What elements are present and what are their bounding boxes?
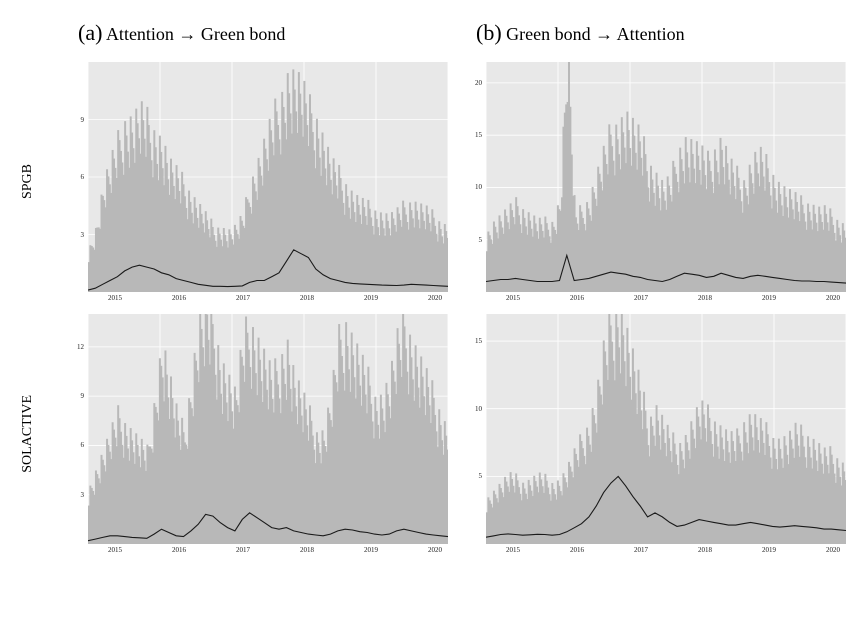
panel-b-solactive: 15 10 5 2015 2016 2017 2018 2019 2020 bbox=[466, 314, 846, 554]
x-tick-label: 2019 bbox=[762, 546, 776, 554]
plot-area bbox=[486, 314, 846, 544]
plot-area bbox=[88, 314, 448, 544]
x-tick-label: 2019 bbox=[364, 294, 378, 302]
y-tick-label: 15 bbox=[475, 131, 482, 139]
x-tick-label: 2015 bbox=[108, 546, 122, 554]
y-tick-label: 3 bbox=[81, 491, 85, 499]
x-tick-label: 2020 bbox=[826, 294, 840, 302]
y-axis-labels: 12 9 6 3 bbox=[68, 314, 86, 540]
y-tick-label: 10 bbox=[475, 405, 482, 413]
x-axis-labels: 2015 2016 2017 2018 2019 2020 bbox=[88, 544, 448, 554]
y-tick-label: 5 bbox=[479, 236, 483, 244]
x-tick-label: 2015 bbox=[506, 546, 520, 554]
x-tick-label: 2016 bbox=[172, 294, 186, 302]
y-axis-labels: 9 6 3 bbox=[68, 62, 86, 288]
panel-b-spgb: 2015105201520162017201820192020 bbox=[466, 62, 846, 302]
y-tick-label: 15 bbox=[475, 337, 482, 345]
x-tick-label: 2015 bbox=[108, 294, 122, 302]
chart-svg bbox=[486, 314, 846, 544]
y-tick-label: 9 bbox=[81, 116, 85, 124]
x-tick-label: 2020 bbox=[428, 546, 442, 554]
panel-letter-a: (a) bbox=[78, 20, 102, 45]
x-tick-label: 2017 bbox=[236, 294, 250, 302]
panel-grid: (a) Attention → Green bond (b) Green bon… bbox=[20, 20, 839, 554]
panel-letter-b: (b) bbox=[476, 20, 502, 45]
x-tick-label: 2018 bbox=[300, 294, 314, 302]
chart-svg bbox=[88, 62, 448, 292]
y-tick-label: 3 bbox=[81, 231, 85, 239]
row-label-spgb: SPGB bbox=[20, 164, 50, 199]
x-tick-label: 2018 bbox=[698, 294, 712, 302]
y-tick-label: 9 bbox=[81, 392, 85, 400]
x-axis-labels: 2015 2016 2017 2018 2019 2020 bbox=[486, 544, 846, 554]
x-tick-label: 2019 bbox=[364, 546, 378, 554]
plot-area bbox=[88, 62, 448, 292]
x-axis-labels: 2015 2016 2017 2018 2019 2020 bbox=[486, 292, 846, 302]
y-tick-label: 6 bbox=[81, 173, 85, 181]
x-tick-label: 2020 bbox=[428, 294, 442, 302]
y-tick-label: 5 bbox=[479, 472, 483, 480]
y-axis-labels: 15 10 5 bbox=[466, 314, 484, 540]
x-tick-label: 2017 bbox=[634, 546, 648, 554]
col-header-a: (a) Attention → Green bond bbox=[68, 20, 448, 50]
panel-a-solactive: 12 9 6 3 2015 2016 2017 2018 2019 2020 bbox=[68, 314, 448, 554]
x-tick-label: 2016 bbox=[570, 294, 584, 302]
y-tick-label: 10 bbox=[475, 183, 482, 191]
x-tick-label: 2020 bbox=[826, 546, 840, 554]
x-axis-labels: 2015 2016 2017 2018 2019 2020 bbox=[88, 292, 448, 302]
x-tick-label: 2017 bbox=[236, 546, 250, 554]
x-tick-label: 2019 bbox=[762, 294, 776, 302]
x-tick-label: 2015 bbox=[506, 294, 520, 302]
y-tick-label: 20 bbox=[475, 79, 482, 87]
chart-svg bbox=[88, 314, 448, 544]
x-tick-label: 2016 bbox=[570, 546, 584, 554]
chart-svg bbox=[486, 62, 846, 292]
panel-a-spgb: 9 6 3 2015 2016 2017 2018 2019 2020 bbox=[68, 62, 448, 302]
col-title-a: Attention → Green bond bbox=[106, 24, 285, 44]
y-tick-label: 12 bbox=[77, 343, 84, 351]
col-header-b: (b) Green bond → Attention bbox=[466, 20, 846, 50]
plot-area bbox=[486, 62, 846, 292]
col-title-b: Green bond → Attention bbox=[506, 24, 684, 44]
x-tick-label: 2017 bbox=[634, 294, 648, 302]
x-tick-label: 2018 bbox=[698, 546, 712, 554]
row-label-solactive: SOLACTIVE bbox=[20, 395, 50, 473]
x-tick-label: 2018 bbox=[300, 546, 314, 554]
y-axis-labels: 20 15 10 5 bbox=[466, 62, 484, 288]
x-tick-label: 2016 bbox=[172, 546, 186, 554]
y-tick-label: 6 bbox=[81, 441, 85, 449]
